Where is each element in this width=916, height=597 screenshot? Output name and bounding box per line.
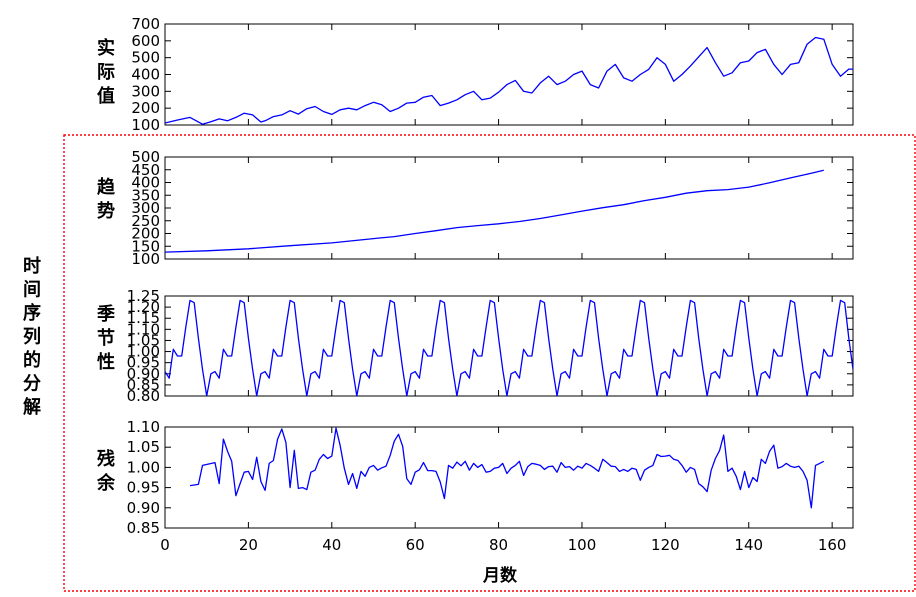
y-tick-label: 300	[131, 199, 160, 217]
series-line-seasonal	[165, 299, 853, 396]
y-tick-label: 0.80	[127, 387, 160, 405]
y-tick-label: 450	[131, 161, 160, 179]
x-tick-label: 0	[160, 536, 170, 554]
panel-observed	[164, 23, 854, 126]
panel-label-trend: 趋势	[97, 176, 116, 222]
y-tick-label: 600	[131, 32, 160, 50]
y-tick-label: 300	[131, 82, 160, 100]
y-tick-label: 1.00	[127, 343, 160, 361]
x-tick-label: 60	[406, 536, 425, 554]
panel-trend	[164, 156, 854, 260]
y-tick-label: 1.25	[127, 287, 160, 305]
panel-label-seasonal: 季节性	[97, 304, 115, 373]
y-tick-label: 0.95	[127, 354, 160, 372]
y-tick-label: 1.15	[127, 309, 160, 327]
y-tick-label: 1.05	[127, 438, 160, 456]
x-tick-label: 80	[489, 536, 508, 554]
y-tick-label: 0.85	[127, 376, 160, 394]
y-tick-label: 1.10	[127, 418, 160, 436]
panel-label-observed: 实际值	[97, 37, 115, 107]
y-tick-label: 500	[131, 49, 160, 67]
x-tick-label: 40	[322, 536, 341, 554]
x-tick-label: 20	[239, 536, 258, 554]
x-tick-label: 160	[818, 536, 847, 554]
panel-residual	[164, 426, 854, 529]
x-axis-title: 月数	[482, 565, 518, 586]
series-line-observed	[165, 36, 853, 125]
y-tick-label: 150	[131, 237, 160, 255]
x-tick-label: 120	[651, 536, 680, 554]
decomposition-label: 时间序列的分解	[23, 256, 41, 418]
y-tick-label: 400	[131, 66, 160, 84]
y-tick-label: 100	[131, 116, 160, 134]
y-tick-label: 1.00	[127, 458, 160, 476]
y-tick-label: 400	[131, 174, 160, 192]
panel-seasonal	[164, 295, 854, 397]
y-tick-label: 200	[131, 225, 160, 243]
y-tick-label: 500	[131, 148, 160, 166]
x-tick-label: 100	[568, 536, 597, 554]
y-tick-label: 200	[131, 99, 160, 117]
decomposition-frame	[63, 134, 916, 592]
y-tick-label: 0.95	[127, 479, 160, 497]
chart-marks: 1002003004005006007001001502002503003504…	[127, 15, 853, 554]
y-tick-label: 0.85	[127, 519, 160, 537]
y-tick-label: 700	[131, 15, 160, 33]
y-tick-label: 1.10	[127, 320, 160, 338]
y-tick-label: 350	[131, 186, 160, 204]
panel-label-residual: 残余	[96, 448, 116, 494]
series-line-trend	[165, 169, 824, 253]
y-tick-label: 1.05	[127, 331, 160, 349]
y-tick-label: 0.90	[127, 365, 160, 383]
y-tick-label: 100	[131, 250, 160, 268]
y-tick-label: 250	[131, 212, 160, 230]
y-tick-label: 0.90	[127, 499, 160, 517]
y-tick-label: 1.20	[127, 298, 160, 316]
series-line-residual	[189, 427, 825, 509]
x-tick-label: 140	[734, 536, 763, 554]
